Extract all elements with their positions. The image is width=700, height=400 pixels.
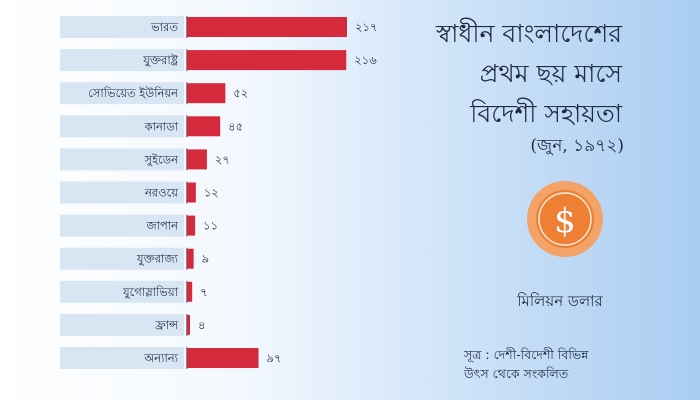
category-label: ফ্রান্স bbox=[154, 318, 179, 332]
bar bbox=[187, 50, 347, 71]
value-label: ১১ bbox=[203, 219, 218, 233]
category-box bbox=[60, 82, 184, 105]
title-line-2: প্রথম ছয় মাসে bbox=[479, 59, 622, 88]
category-box bbox=[60, 16, 184, 38]
bar bbox=[187, 215, 196, 236]
source-line-2: উৎস থেকে সংকলিত bbox=[464, 366, 569, 381]
title-line-3: বিদেশী সহায়তা bbox=[470, 99, 622, 128]
category-label: যুক্তরাষ্ট্র bbox=[142, 53, 178, 68]
value-label: ২১৭ bbox=[355, 20, 377, 34]
value-label: ২১৬ bbox=[354, 53, 377, 67]
value-label: ৪৫ bbox=[228, 119, 243, 133]
chart-title: স্বাধীন বাংলাদেশের প্রথম ছয় মাসে বিদেশী… bbox=[382, 14, 622, 134]
category-box bbox=[60, 313, 184, 336]
source-line-1: সূত্র : দেশী-বিদেশী বিভিন্ন bbox=[464, 347, 589, 362]
bar bbox=[187, 149, 207, 170]
title-line-1: স্বাধীন বাংলাদেশের bbox=[435, 19, 622, 48]
category-label: জাপান bbox=[145, 219, 179, 233]
axis-tick bbox=[186, 313, 188, 336]
bar bbox=[187, 83, 226, 104]
bar bbox=[187, 116, 221, 137]
category-label: যুক্তরাজ্য bbox=[136, 252, 179, 267]
category-label: অন্যান্য bbox=[143, 351, 178, 365]
bar bbox=[187, 314, 190, 335]
bar-chart: ভারত ২১৭ যুক্তরাষ্ট্র ২১৬ সোভিয়েত ইউনিয়ন ৫২… bbox=[60, 16, 377, 369]
axis-tick bbox=[186, 16, 188, 38]
dollar-coin-icon: $ bbox=[527, 181, 603, 257]
axis-tick bbox=[186, 148, 188, 171]
axis-tick bbox=[186, 181, 188, 204]
bar bbox=[187, 17, 347, 37]
axis-tick bbox=[186, 214, 188, 237]
category-box bbox=[60, 247, 184, 270]
category-box bbox=[60, 347, 184, 369]
value-label: ৪ bbox=[198, 318, 205, 332]
category-box bbox=[60, 181, 184, 204]
category-label: নরওয়ে bbox=[144, 186, 179, 200]
source-note: সূত্র : দেশী-বিদেশী বিভিন্ন উৎস থেকে সংক… bbox=[464, 345, 684, 383]
category-box bbox=[60, 214, 184, 237]
category-box bbox=[60, 148, 184, 171]
category-label: সোভিয়েত ইউনিয়ন bbox=[88, 86, 179, 100]
value-label: ৭ bbox=[200, 285, 207, 299]
category-box bbox=[60, 49, 184, 72]
bar bbox=[187, 182, 196, 203]
axis-tick bbox=[186, 49, 188, 72]
category-label: ভারত bbox=[150, 20, 179, 34]
bar bbox=[187, 281, 193, 302]
value-label: ৯ bbox=[202, 252, 209, 266]
category-label: কানাডা bbox=[144, 119, 179, 133]
value-label: ১২ bbox=[204, 186, 219, 200]
value-label: ২৭ bbox=[215, 152, 230, 166]
axis-tick bbox=[186, 347, 188, 369]
axis-tick bbox=[186, 82, 188, 105]
axis-tick bbox=[186, 115, 188, 138]
bar bbox=[187, 248, 194, 269]
category-label: সুইডেন bbox=[143, 152, 179, 167]
category-box bbox=[60, 115, 184, 138]
chart-date: (জুন, ১৯৭২) bbox=[530, 136, 624, 156]
axis-tick bbox=[186, 280, 188, 303]
category-label: যুগোস্লাভিয়া bbox=[122, 285, 179, 300]
axis-tick bbox=[186, 247, 188, 270]
value-label: ৫২ bbox=[233, 86, 248, 100]
bar bbox=[187, 348, 259, 368]
svg-text:$: $ bbox=[554, 201, 576, 241]
unit-label: মিলিয়ন ডলার bbox=[517, 292, 603, 310]
value-label: ৯৭ bbox=[267, 351, 282, 365]
category-box bbox=[60, 280, 184, 303]
